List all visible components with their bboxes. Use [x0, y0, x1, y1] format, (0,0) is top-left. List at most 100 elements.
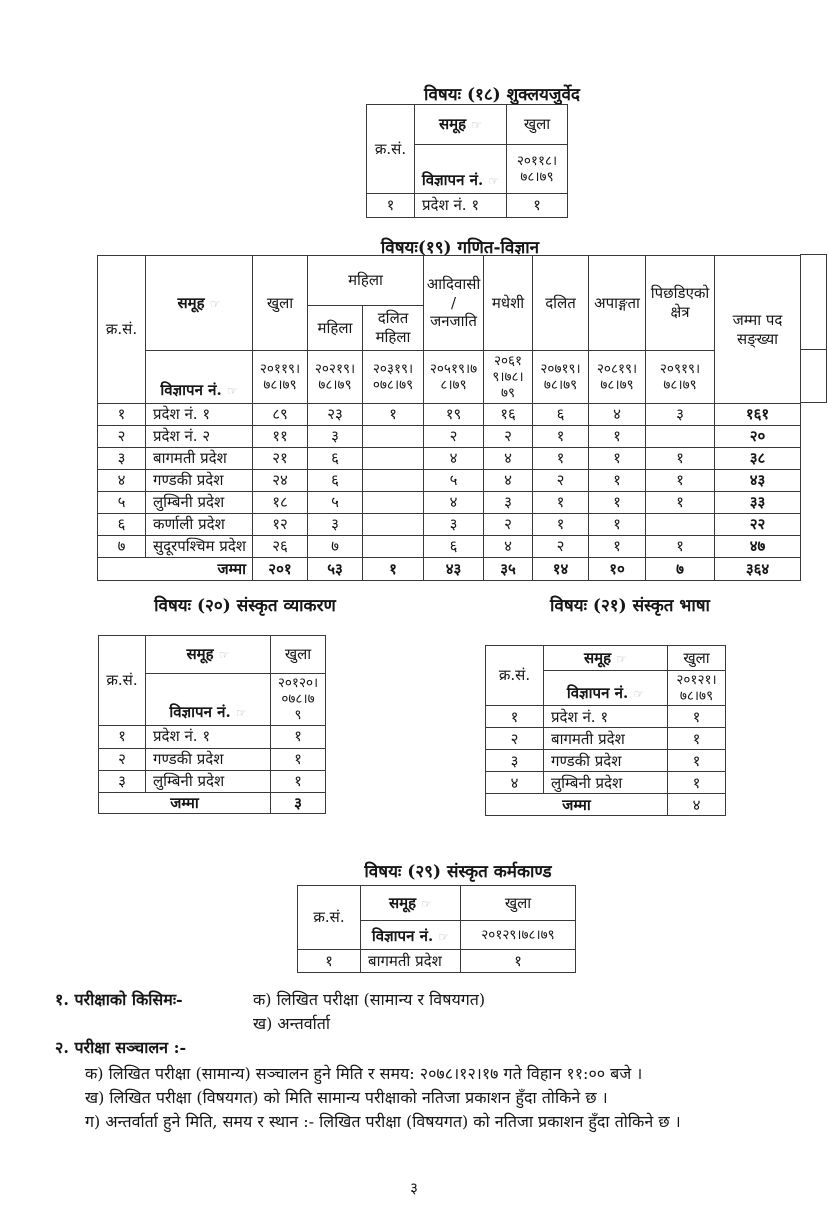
table-row: ३ बागमती प्रदेश २१ ६ ४ ४ १ १ १ ३८ [97, 447, 802, 470]
pointing-hand-icon: ☞ [421, 896, 433, 911]
cell-total: ३३ [714, 491, 802, 514]
cell-group: कर्णाली प्रदेश [145, 513, 253, 536]
col-header-group: समूह ☞ [543, 645, 668, 671]
note-exam-operation-a: क) लिखित परीक्षा (सामान्य) सञ्चालन हुने … [85, 1064, 643, 1083]
cell-sn: ४ [485, 771, 544, 795]
cell-grand-total: ३ [270, 791, 326, 815]
col-header-indigenous: आदिवासी / जनजाति [423, 255, 485, 351]
col-header-dalit-women: दलित महिला [361, 305, 425, 351]
cell-total-value: १४ [532, 557, 590, 581]
cell-open: १ [270, 724, 326, 749]
cell-sn: ३ [97, 447, 146, 470]
cell-value: २ [532, 469, 590, 492]
cell-group: लुम्बिनी प्रदेश [543, 771, 668, 795]
table-row: ३ लुम्बिनी प्रदेश १ [98, 769, 326, 793]
cell-value: ३ [307, 425, 363, 448]
header-row: विज्ञापन नं. ☞ २०१२९।७८।७९ [298, 920, 576, 950]
cell-value: ८९ [252, 403, 308, 426]
cell-value [361, 425, 425, 448]
cell-value: ३ [483, 491, 534, 514]
cell-value: १ [588, 513, 647, 536]
cell-sn: १ [98, 724, 146, 749]
cell-value: १ [645, 535, 716, 558]
cell-sn: ६ [97, 513, 146, 536]
cell-value: ५ [423, 469, 485, 492]
col-header-open: खुला [252, 255, 308, 351]
cell-group: बागमती प्रदेश [145, 447, 253, 470]
ad-number-cell: २०९१९। ७८।७९ [645, 350, 716, 404]
cell-value: २६ [252, 535, 308, 558]
subject-29-table: क्र.सं. समूह ☞ खुला विज्ञापन नं. ☞ २०१२९… [297, 885, 576, 973]
cell-grand-total: ३६४ [714, 557, 802, 581]
header-row: विज्ञापन नं. ☞ २०११८। ७८।७९ [367, 144, 568, 194]
total-label: जम्मा [485, 793, 668, 817]
cell-value: १९ [423, 403, 485, 426]
cell-total-value: १० [588, 557, 647, 581]
cell-total: २० [714, 425, 802, 448]
cell-value: ११ [252, 425, 308, 448]
col-header-ad: विज्ञापन नं. ☞ [414, 144, 507, 194]
subject-29-title: विषयः (२९) संस्कृत कर्मकाण्ड [364, 862, 552, 882]
table-row: १ प्रदेश नं. १ ८९ २३ १ १९ १६ ६ ४ ३ १६१ [97, 403, 802, 426]
cell-value [645, 513, 716, 536]
cell-group: गण्डकी प्रदेश [145, 469, 253, 492]
col-header-total: जम्मा पद सङ्ख्या [714, 255, 802, 404]
note-exam-type-a: क) लिखित परीक्षा (सामान्य र विषयगत) [253, 990, 486, 1009]
header-row: क्र.सं. समूह ☞ खुला [366, 104, 568, 194]
table-row: ७ सुदूरपश्चिम प्रदेश २६ ७ ६ ४ २ १ १ ४७ [97, 535, 802, 558]
cell-total-value: ७ [645, 557, 716, 581]
col-header-disabled: अपाङ्गता [588, 255, 647, 351]
cell-open: १ [270, 769, 326, 793]
cell-value: २३ [307, 403, 363, 426]
ad-number-cell: २०५१९।७ ८।७९ [423, 350, 485, 404]
cell-value [645, 425, 716, 448]
pointing-hand-icon: ☞ [616, 651, 628, 666]
total-label: जम्मा [97, 557, 253, 581]
cell-sn: २ [98, 747, 146, 771]
header-row: क्र.सं. समूह ☞ खुला [297, 885, 576, 950]
subject-21-title: विषयः (२१) संस्कृत भाषा [550, 596, 710, 616]
col-header-madhesi: मधेशी [483, 255, 534, 351]
table-edge-line [800, 349, 827, 350]
col-header-sn: क्र.सं. [297, 885, 361, 950]
cell-sn: ३ [485, 749, 544, 773]
ad-number-cell: २०३१९। ०७८।७९ [361, 350, 425, 404]
col-header-sn: क्र.सं. [485, 644, 544, 707]
cell-group: गण्डकी प्रदेश [543, 749, 668, 773]
pointing-hand-icon: ☞ [633, 686, 645, 701]
cell-open: १ [506, 193, 568, 218]
cell-value: २४ [252, 469, 308, 492]
cell-value: ४ [588, 403, 647, 426]
table-edge-line [800, 402, 827, 403]
subject-21-table: क्र.सं. समूह ☞ खुला विज्ञापन नं. ☞ २०१२१… [485, 644, 726, 817]
col-header-group: समूह ☞ [145, 635, 271, 674]
header-row: विज्ञापन नं. ☞ २०१२०। ०७८।७ ९ [99, 673, 326, 726]
table-row: ६ कर्णाली प्रदेश १२ ३ ३ २ १ १ २२ [97, 513, 802, 536]
cell-open: १ [667, 771, 726, 795]
col-header-ad: विज्ञापन नं. ☞ [145, 673, 271, 726]
col-header-group: समूह ☞ [414, 104, 507, 145]
col-header-open: खुला [270, 635, 326, 674]
cell-value: १ [588, 447, 647, 470]
col-header-open: खुला [460, 885, 576, 921]
header-row: विज्ञापन नं. ☞ २०१२१। ७८।७९ [486, 669, 726, 707]
ad-number-cell: २०१२०। ०७८।७ ९ [270, 673, 326, 726]
cell-value: १ [588, 425, 647, 448]
col-header-ad: विज्ञापन नं. ☞ [543, 669, 668, 707]
cell-group: प्रदेश नं. १ [145, 724, 271, 749]
cell-value: २ [423, 425, 485, 448]
subject-20-table: क्र.सं. समूह ☞ खुला विज्ञापन नं. ☞ २०१२०… [98, 635, 326, 815]
cell-value: १ [532, 491, 590, 514]
ad-number-cell: २०१२१। ७८।७९ [667, 669, 726, 707]
header-row: क्र.सं. समूह ☞ खुला [98, 635, 326, 726]
cell-total-value: २०१ [252, 557, 308, 581]
cell-group: लुम्बिनी प्रदेश [145, 769, 271, 793]
table-row: १ बागमती प्रदेश १ [297, 949, 576, 973]
cell-value: २ [532, 535, 590, 558]
subject-18-title: विषयः (१८) शुक्लयजुर्वेद [424, 85, 580, 105]
cell-value: ६ [532, 403, 590, 426]
cell-group: प्रदेश नं. १ [543, 705, 668, 729]
header-row: क्र.सं. समूह ☞ खुला महिला आदिवासी / जनजा… [97, 255, 802, 404]
col-header-sn: क्र.सं. [97, 255, 146, 404]
